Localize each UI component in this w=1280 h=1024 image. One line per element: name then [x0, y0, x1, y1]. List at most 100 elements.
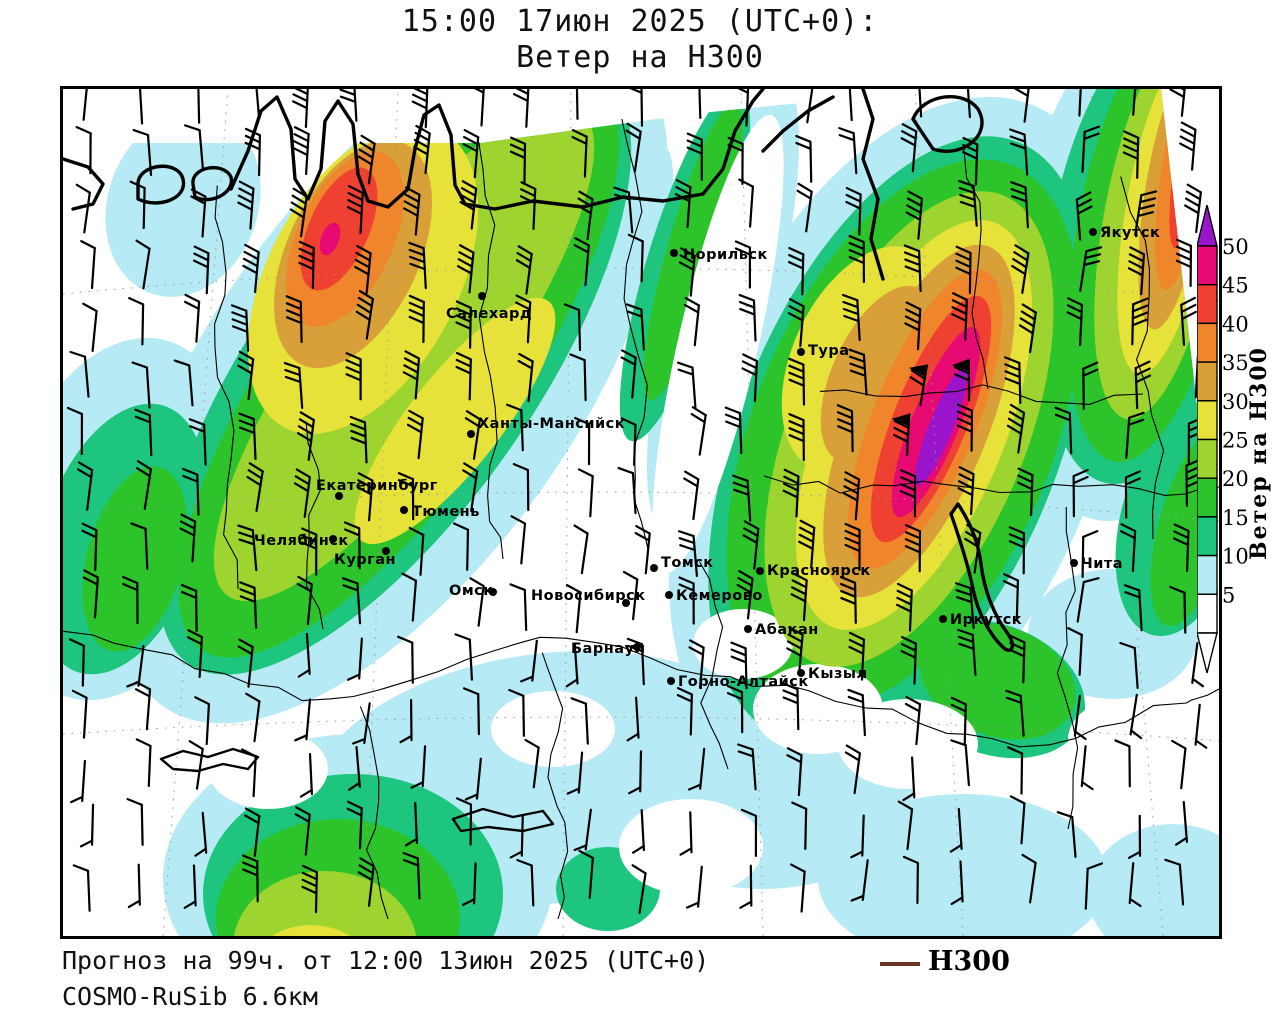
wind-barb	[900, 123, 918, 173]
wind-barb	[957, 628, 977, 676]
wind-barb	[683, 470, 700, 521]
wind-barb	[462, 687, 480, 736]
wind-barb	[741, 353, 759, 403]
wind-barb	[1072, 468, 1089, 518]
admin-border	[541, 652, 569, 920]
admin-border	[305, 421, 324, 630]
wind-barb	[848, 89, 853, 122]
colorbar-above-max-arrow	[1196, 204, 1218, 247]
wind-barb	[352, 702, 371, 745]
city-dot	[489, 588, 497, 596]
wind-barb	[239, 581, 258, 629]
wind-barb	[403, 186, 421, 236]
wind-barb	[346, 800, 363, 850]
city-dot	[670, 249, 678, 257]
colorbar-segment	[1196, 477, 1218, 518]
wind-barb	[296, 411, 315, 461]
wind-barb	[349, 415, 368, 464]
wind-barb	[848, 348, 868, 396]
wind-barb	[408, 526, 425, 576]
wind-barb	[1134, 190, 1158, 236]
wind-barb	[254, 89, 261, 119]
wind-barb	[1175, 238, 1193, 287]
wind-barb	[244, 807, 261, 857]
city-dot	[650, 564, 658, 572]
wind-barb	[565, 642, 579, 688]
wind-barb	[515, 245, 533, 295]
wind-barb	[296, 575, 313, 626]
wind-barb	[131, 361, 151, 409]
wind-barb	[954, 582, 975, 630]
wind-barb	[509, 136, 527, 186]
wind-barb	[687, 747, 706, 791]
wind-barb	[789, 863, 806, 913]
wind-barb	[631, 809, 646, 854]
city-label: Курган	[334, 552, 396, 568]
wind-barb	[1056, 811, 1077, 859]
wind-barb	[742, 520, 760, 570]
wind-barb	[566, 751, 584, 795]
wind-barb	[183, 864, 197, 909]
wind-barb	[297, 632, 311, 678]
colorbar-below-min-arrow	[1196, 632, 1218, 674]
wind-barb	[283, 361, 304, 409]
wind-barb	[806, 89, 815, 124]
wind-barb	[1128, 862, 1142, 908]
wind-barb	[739, 864, 753, 909]
city-label: Горно-Алтайск	[678, 674, 809, 690]
wind-barb	[339, 89, 358, 122]
wind-barb	[788, 413, 805, 462]
wind-barb	[727, 136, 744, 186]
admin-borders-layer	[63, 118, 1219, 920]
wind-barb	[138, 89, 144, 125]
wind-barb	[958, 179, 978, 227]
wind-barb	[678, 247, 696, 297]
wind-barb	[238, 412, 257, 461]
wind-barb	[397, 635, 414, 684]
wind-barb	[1082, 361, 1099, 410]
wind-barb	[66, 406, 84, 456]
colorbar-tick-label: 5	[1222, 583, 1235, 607]
wind-barb	[1179, 121, 1197, 171]
colorbar-tick-label: 50	[1222, 235, 1249, 259]
wind-barb	[1127, 814, 1142, 859]
h300-legend-label: H300	[928, 946, 1010, 977]
wind-barb	[512, 89, 530, 128]
wind-barb	[346, 185, 364, 234]
wind-barb	[1078, 89, 1083, 117]
wind-barb	[787, 298, 805, 348]
map-frame: Норильск Салехард Ханты-Мансийск Екатеринбу…	[60, 86, 1222, 939]
wind-barb	[676, 687, 693, 736]
wind-barb	[677, 530, 699, 577]
wind-barb	[82, 569, 99, 619]
wind-barb	[1119, 641, 1139, 690]
city-dot	[633, 643, 641, 651]
wind-barb	[626, 696, 640, 742]
wind-barb	[240, 748, 257, 798]
wind-barb	[571, 129, 588, 178]
wind-barb	[724, 406, 743, 455]
wind-barb	[738, 178, 754, 228]
wind-barb	[738, 293, 757, 342]
wind-barb	[1013, 89, 1031, 123]
wind-barb	[454, 633, 473, 681]
wind-barb	[634, 525, 651, 575]
city-label: Салехард	[446, 306, 532, 322]
colorbar-axis-label: Ветер на H300	[1246, 346, 1272, 560]
city-label: Чита	[1081, 556, 1123, 572]
wind-barb	[410, 745, 427, 789]
wind-barb	[399, 698, 413, 744]
wind-barb	[406, 409, 424, 460]
wind-barb	[188, 740, 204, 790]
wind-barb	[844, 744, 861, 795]
wind-barb	[782, 468, 800, 518]
wind-barb	[190, 188, 207, 238]
wind-barb	[76, 461, 94, 511]
wind-barb	[575, 89, 579, 120]
wind-barb	[179, 513, 197, 563]
colorbar-segment	[1196, 438, 1218, 479]
wind-barb	[1005, 689, 1025, 737]
wind-barb	[68, 638, 85, 687]
wind-barb	[957, 466, 975, 516]
wind-barb	[788, 357, 806, 406]
